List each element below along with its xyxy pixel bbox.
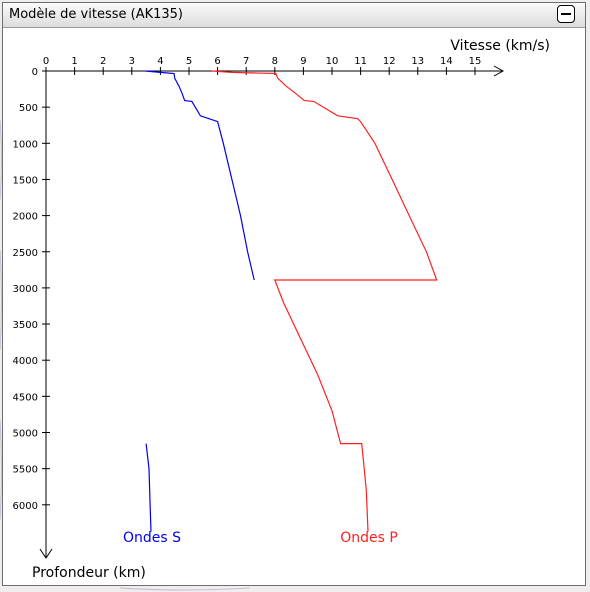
x-tick-label: 9	[300, 56, 306, 67]
minus-icon	[561, 13, 571, 15]
y-tick-label: 3000	[13, 284, 38, 295]
y-tick-label: 2500	[13, 248, 38, 259]
title-bar[interactable]: Modèle de vitesse (AK135)	[3, 3, 585, 28]
y-tick-label: 5000	[13, 429, 38, 440]
legend-s-waves: Ondes S	[123, 530, 181, 546]
minimize-button[interactable]	[557, 5, 575, 23]
y-tick-label: 0	[32, 67, 38, 78]
x-tick-label: 12	[383, 56, 396, 67]
y-axis-label: Profondeur (km)	[32, 565, 146, 581]
x-tick-label: 8	[272, 56, 278, 67]
x-tick-label: 7	[243, 56, 249, 67]
x-axis-ticks: 0 1 2 3 4 5 6 7 8 9 10 11 12 13 14 15	[43, 56, 482, 75]
y-tick-label: 4000	[13, 356, 38, 367]
x-tick-label: 3	[129, 56, 135, 67]
p-wave-velocity-line	[211, 70, 438, 532]
x-tick-label: 15	[469, 56, 482, 67]
y-tick-label: 2000	[13, 212, 38, 223]
chart-axes	[39, 65, 505, 559]
x-tick-label: 13	[411, 56, 424, 67]
velocity-depth-chart: 0 1 2 3 4 5 6 7 8 9 10 11 12 13 14 15 05001000150020002…	[13, 38, 550, 581]
x-tick-label: 0	[43, 56, 49, 67]
x-tick-label: 10	[326, 56, 339, 67]
y-axis-arrow	[39, 548, 53, 559]
y-tick-label: 1000	[13, 139, 38, 150]
x-axis-label: Vitesse (km/s)	[450, 38, 550, 54]
y-tick-label: 5500	[13, 465, 38, 476]
x-tick-label: 6	[214, 56, 220, 67]
y-tick-label: 4500	[13, 392, 38, 403]
x-tick-label: 11	[354, 56, 367, 67]
x-tick-label: 2	[100, 56, 106, 67]
chart-series	[144, 70, 438, 532]
y-axis-ticks: 0 500 1000 1500 2000 2500 3000 3500 4000 4500 5000…	[13, 67, 50, 512]
y-tick-label: 6000	[13, 501, 38, 512]
velocity-model-window: Modèle de vitesse (AK135) 0 1 2 3 4 5 6 7 8 9 10 11…	[2, 2, 586, 586]
x-tick-label: 5	[186, 56, 192, 67]
s-wave-velocity-line	[144, 70, 255, 532]
window-title: Modèle de vitesse (AK135)	[9, 7, 183, 22]
x-tick-label: 14	[440, 56, 453, 67]
x-tick-label: 1	[71, 56, 77, 67]
legend-p-waves: Ondes P	[340, 530, 398, 546]
y-tick-label: 500	[19, 103, 38, 114]
x-tick-label: 4	[157, 56, 163, 67]
x-axis-arrow	[493, 65, 505, 77]
y-tick-label: 1500	[13, 175, 38, 186]
y-tick-label: 3500	[13, 320, 38, 331]
